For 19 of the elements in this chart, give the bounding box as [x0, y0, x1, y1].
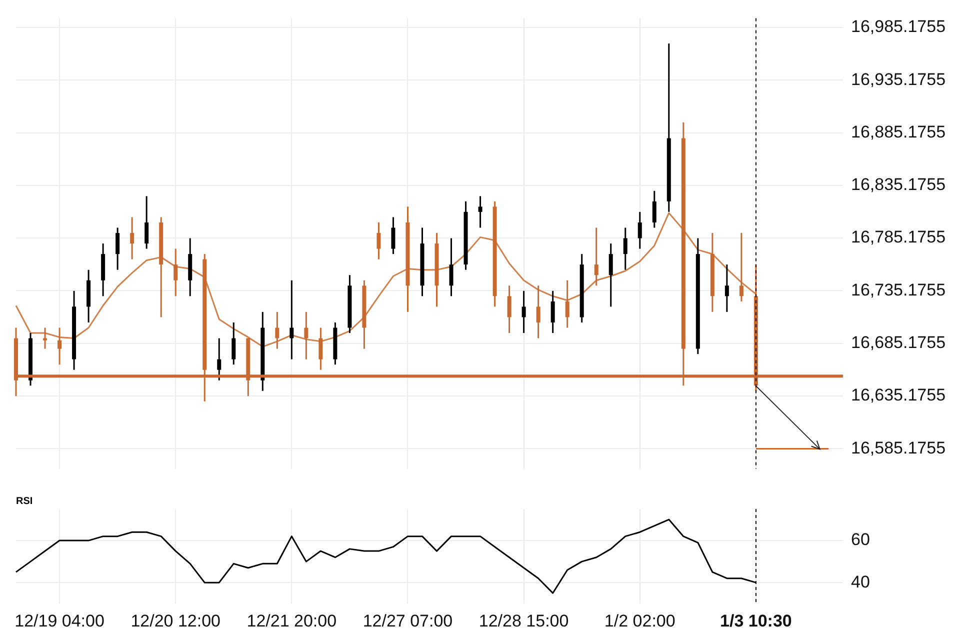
y-tick-label: 16,885.1755 — [851, 122, 946, 142]
x-tick-label: 12/20 12:00 — [130, 611, 221, 630]
y-tick-label: 16,635.1755 — [851, 386, 946, 405]
chart-title: RSI — [16, 496, 33, 507]
y-tick-label: 60 — [851, 530, 870, 550]
y-tick-label: 16,685.1755 — [851, 333, 946, 352]
x-tick-label: 12/28 15:00 — [478, 611, 569, 630]
x-tick-label: 12/27 07:00 — [362, 611, 453, 630]
y-tick-label: 16,585.1755 — [851, 438, 946, 458]
x-tick-label: 12/19 04:00 — [14, 611, 104, 630]
y-tick-label: 16,935.1755 — [851, 70, 946, 89]
y-tick-label: 40 — [851, 572, 870, 592]
x-tick-label: 12/21 20:00 — [246, 611, 337, 630]
x-tick-label: 1/2 02:00 — [604, 611, 676, 630]
y-tick-label: 16,735.1755 — [851, 280, 946, 300]
y-tick-label: 16,985.1755 — [851, 17, 946, 36]
y-tick-label: 16,835.1755 — [851, 175, 946, 194]
y-tick-label: 16,785.1755 — [851, 228, 946, 247]
x-tick-label: 1/3 10:30 — [720, 611, 792, 630]
